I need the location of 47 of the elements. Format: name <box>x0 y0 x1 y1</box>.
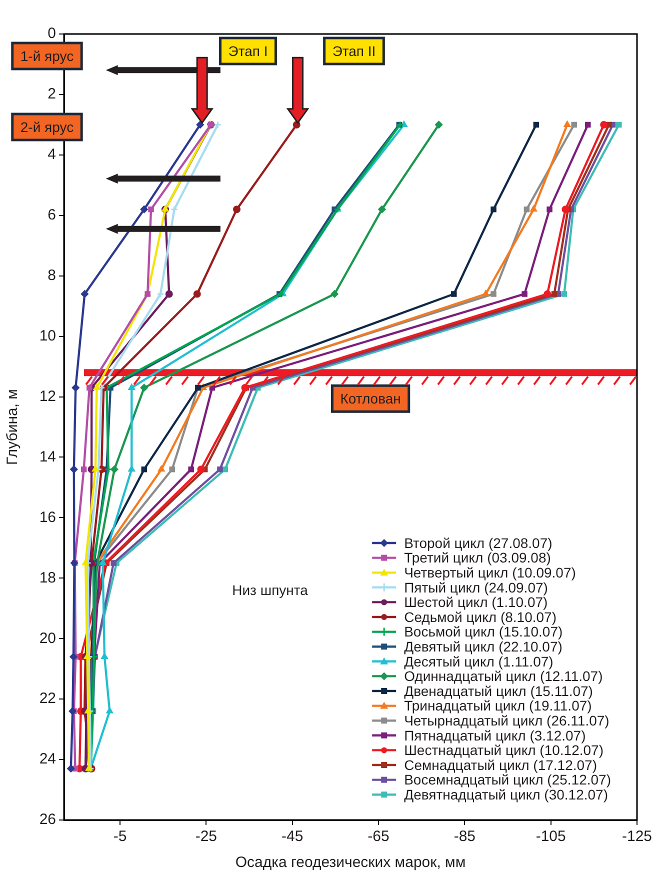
legend-label: Десятый цикл (1.11.07) <box>404 653 554 670</box>
y-tick-label: 18 <box>39 569 56 586</box>
x-tick-label: -5 <box>113 828 127 846</box>
y-tick-label: 14 <box>39 448 56 466</box>
x-tick-label: -105 <box>536 828 566 846</box>
y-tick-label: 26 <box>39 811 56 828</box>
legend-label: Пятнадцатый цикл (3.12.07) <box>404 727 586 744</box>
x-tick-label: -85 <box>454 828 476 846</box>
y-tick-label: 10 <box>39 327 56 344</box>
legend-label: Семнадцатый цикл (17.12.07) <box>404 756 597 773</box>
y-axis-title: Глубина, м <box>4 389 22 465</box>
legend-label: Шестой цикл (1.10.07) <box>404 594 548 610</box>
legend-label: Второй цикл (27.08.07) <box>404 534 552 551</box>
y-tick-label: 6 <box>48 206 56 224</box>
legend-label: Седьмой цикл (8.10.07) <box>404 608 556 625</box>
legend-label: Пятый цикл (24.09.07) <box>404 579 548 596</box>
x-tick-label: -25 <box>195 828 218 846</box>
y-tick-label: 16 <box>39 508 56 526</box>
legend-label: Одиннадцатый цикл (12.11.07) <box>404 668 603 684</box>
annotation: 1-й ярус <box>20 48 74 64</box>
legend-label: Четырнадцатый цикл (26.11.07) <box>404 712 610 728</box>
legend-label: Тринадцатый цикл (19.11.07) <box>404 698 592 714</box>
x-tick-label: -125 <box>622 828 652 846</box>
x-axis-title: Осадка геодезических марок, мм <box>235 854 466 872</box>
annotation: Этап I <box>228 42 268 59</box>
legend-label: Девятый цикл (22.10.07) <box>404 638 562 654</box>
legend-label: Восемнадцатый цикл (25.12.07) <box>404 772 612 788</box>
annotation: Низ шпунта <box>232 582 308 598</box>
annotation: 2-й ярус <box>20 118 74 135</box>
y-tick-label: 12 <box>39 388 56 405</box>
legend-label: Четвертый цикл (10.09.07) <box>404 564 576 580</box>
legend-label: Двенадцатый цикл (15.11.07) <box>404 682 593 699</box>
y-tick-label: 8 <box>48 266 56 284</box>
x-tick-label: -65 <box>368 828 390 846</box>
legend-label: Шестнадцатый цикл (10.12.07) <box>404 742 604 758</box>
y-tick-label: 0 <box>48 25 56 42</box>
y-tick-label: 2 <box>48 86 56 103</box>
x-tick-label: -45 <box>281 828 304 846</box>
annotation: Этап II <box>332 42 376 59</box>
legend-label: Восьмой цикл (15.10.07) <box>404 624 563 640</box>
legend-label: Третий цикл (03.09.08) <box>404 550 551 566</box>
y-tick-label: 22 <box>39 690 56 708</box>
y-tick-label: 24 <box>39 750 56 768</box>
y-tick-label: 4 <box>48 146 56 164</box>
ref-line-label: Котлован <box>340 390 401 406</box>
y-tick-label: 20 <box>39 630 56 647</box>
legend-label: Девятнадцатый цикл (30.12.07) <box>404 786 608 802</box>
